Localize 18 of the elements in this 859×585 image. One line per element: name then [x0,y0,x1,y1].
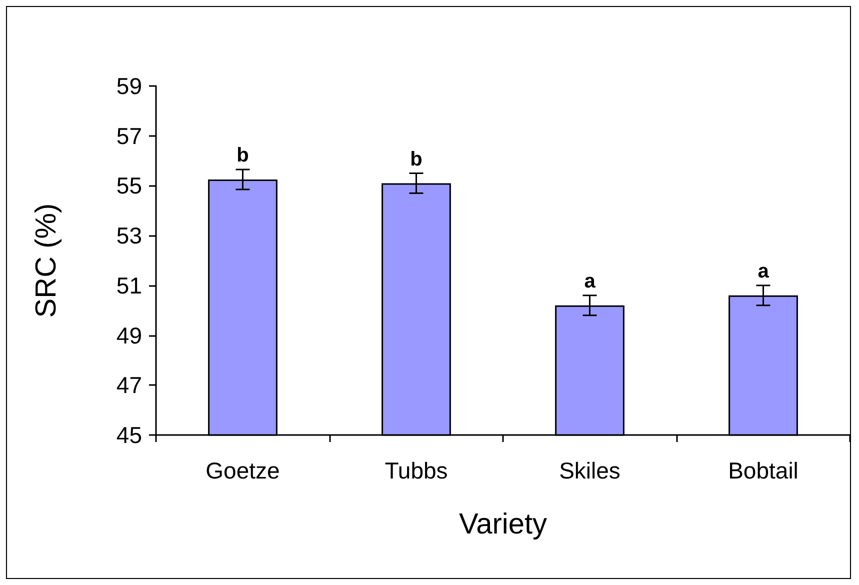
annotation: a [758,260,770,282]
y-tick-label: 47 [116,372,142,398]
y-axis-title: SRC (%) [30,203,62,318]
x-tick-label: Tubbs [384,458,448,484]
x-axis-title: Variety [458,508,548,540]
annotation: b [410,148,422,170]
x-tick-label: Bobtail [728,458,798,484]
x-tick-label: Goetze [206,458,280,484]
x-tick-label: Skiles [559,458,620,484]
y-tick-label: 51 [116,272,142,298]
y-tick-label: 55 [116,172,142,199]
y-tick-label: 45 [116,422,142,448]
y-tick-label: 57 [116,122,142,149]
y-tick-label: 49 [116,322,142,348]
annotation: b [236,144,249,167]
y-tick-label: 59 [116,73,142,99]
annotation: a [584,270,596,292]
y-tick-label: 53 [116,222,142,249]
